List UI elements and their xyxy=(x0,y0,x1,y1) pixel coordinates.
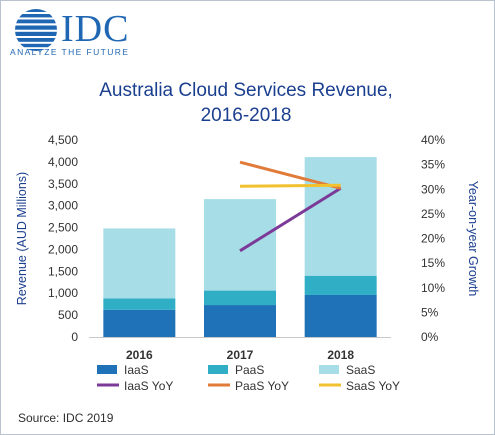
bar-paas-2018 xyxy=(304,275,377,295)
right-tick-label: 35% xyxy=(421,158,445,172)
line-iaas-yoy xyxy=(239,186,342,253)
right-axis-title: Year-on-year Growth xyxy=(466,181,480,297)
brand-logo-text: IDC xyxy=(61,8,130,50)
chart-legend: IaaS PaaS SaaS IaaS YoY PaaS YoY SaaS YoY xyxy=(97,363,400,393)
source-note: Source: IDC 2019 xyxy=(18,411,114,425)
left-tick-label: 4,000 xyxy=(48,155,78,169)
left-tick-label: 0 xyxy=(71,330,78,344)
chart-title-line: Australia Cloud Services Revenue, xyxy=(99,80,393,101)
bar-iaas-2017 xyxy=(204,305,276,337)
right-tick-label: 30% xyxy=(421,182,445,196)
chart-title-line: 2016-2018 xyxy=(201,105,292,126)
left-tick-label: 500 xyxy=(58,308,78,322)
left-tick-label: 4,500 xyxy=(48,133,78,147)
left-tick-label: 1,000 xyxy=(48,286,78,300)
legend-label: PaaS xyxy=(235,363,264,377)
left-tick-label: 1,500 xyxy=(48,264,78,278)
left-tick-label: 3,500 xyxy=(48,177,78,191)
idc-globe-icon xyxy=(15,9,57,51)
legend-label: PaaS YoY xyxy=(235,379,289,393)
left-tick-label: 2,000 xyxy=(48,242,78,256)
bar-paas-2016 xyxy=(103,298,176,310)
bar-saas-2017 xyxy=(204,199,276,291)
left-tick-label: 2,500 xyxy=(48,221,78,235)
right-tick-label: 0% xyxy=(421,330,439,344)
line-series xyxy=(239,160,342,253)
legend-swatch-paas xyxy=(208,365,228,374)
line-paas-yoy xyxy=(239,160,342,190)
legend-label: IaaS YoY xyxy=(124,379,173,393)
legend-swatch-iaas xyxy=(97,365,117,374)
bar-iaas-2016 xyxy=(103,309,176,337)
legend-label: SaaS xyxy=(346,363,375,377)
legend-swatch-saas xyxy=(319,365,339,374)
left-tick-label: 3,000 xyxy=(48,199,78,213)
chart-title: Australia Cloud Services Revenue, 2016-20… xyxy=(99,80,393,126)
line-saas-yoy xyxy=(239,183,341,188)
right-tick-label: 25% xyxy=(421,207,445,221)
right-tick-label: 20% xyxy=(421,232,445,246)
bar-series xyxy=(103,157,377,337)
right-tick-label: 15% xyxy=(421,256,445,270)
x-tick-label: 2017 xyxy=(227,348,254,362)
right-tick-label: 5% xyxy=(421,305,439,319)
x-tick-label: 2018 xyxy=(327,348,354,362)
bar-saas-2016 xyxy=(103,228,176,299)
x-axis: 2016 2017 2018 xyxy=(89,337,391,362)
legend-label: SaaS YoY xyxy=(346,379,400,393)
bar-iaas-2018 xyxy=(304,294,377,337)
left-y-axis: 0 500 1,000 1,500 2,000 2,500 3,000 3,500 4,000 4… xyxy=(15,133,78,344)
bar-paas-2017 xyxy=(204,290,276,306)
legend-label: IaaS xyxy=(124,363,149,377)
right-y-axis: 0% 5% 10% 15% 20% 25% 30% 35% 40% Year-on-year Gr… xyxy=(421,133,480,344)
bar-saas-2018 xyxy=(304,157,377,276)
left-axis-title: Revenue (AUD Millions) xyxy=(15,172,29,305)
right-tick-label: 40% xyxy=(421,133,445,147)
right-tick-label: 10% xyxy=(421,281,445,295)
brand-tagline: ANALYZE THE FUTURE xyxy=(10,47,130,57)
x-tick-label: 2016 xyxy=(126,348,153,362)
